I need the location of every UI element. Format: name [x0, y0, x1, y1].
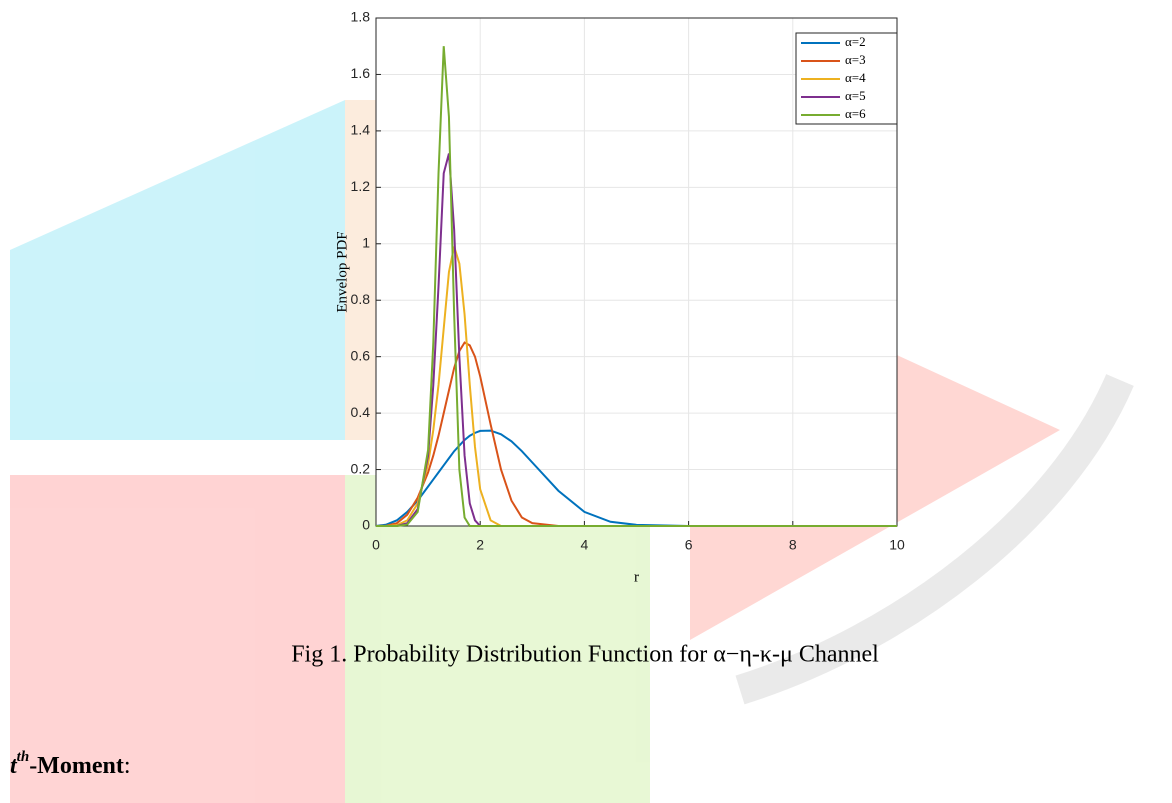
- y-tick-label: 1.4: [351, 122, 371, 138]
- y-tick-label: 1.2: [351, 178, 371, 194]
- x-tick-label: 2: [476, 537, 484, 553]
- y-tick-label: 0.6: [351, 347, 371, 363]
- legend-label: α=2: [845, 34, 866, 49]
- x-tick-label: 6: [685, 537, 693, 553]
- heading-superscript: th: [17, 749, 30, 765]
- caption: Fig 1. Probability Distribution Function…: [291, 642, 879, 668]
- x-tick-label: 10: [889, 537, 905, 553]
- x-tick-label: 0: [372, 537, 380, 553]
- y-tick-label: 0.2: [351, 460, 371, 476]
- section-heading: tth-Moment:: [10, 749, 131, 778]
- legend-label: α=5: [845, 88, 866, 103]
- heading-text: -Moment: [29, 753, 124, 779]
- chart: 0 0.2 0.4 0.6 0.8 1 1.2 1.4 1.6 1.8 0 2 4 6 8 10 r Envelo…: [334, 9, 905, 586]
- y-tick-label: 1.6: [351, 65, 371, 81]
- x-tick-label: 8: [789, 537, 797, 553]
- series-line: [376, 46, 897, 527]
- y-tick-label: 0.4: [351, 404, 371, 420]
- heading-symbol: t: [10, 753, 18, 779]
- legend-label: α=4: [845, 70, 866, 85]
- x-axis-label: r: [634, 569, 639, 585]
- y-tick-label: 0: [362, 517, 370, 533]
- legend-label: α=6: [845, 106, 866, 121]
- series-line: [375, 429, 897, 527]
- y-tick-label: 0.8: [351, 291, 371, 307]
- y-axis-label: Envelop PDF: [334, 231, 350, 312]
- heading-punct: :: [124, 753, 131, 779]
- legend-label: α=3: [845, 52, 866, 67]
- y-tick-label: 1: [362, 234, 370, 250]
- x-tick-label: 4: [581, 537, 589, 553]
- y-tick-label: 1.8: [351, 9, 371, 25]
